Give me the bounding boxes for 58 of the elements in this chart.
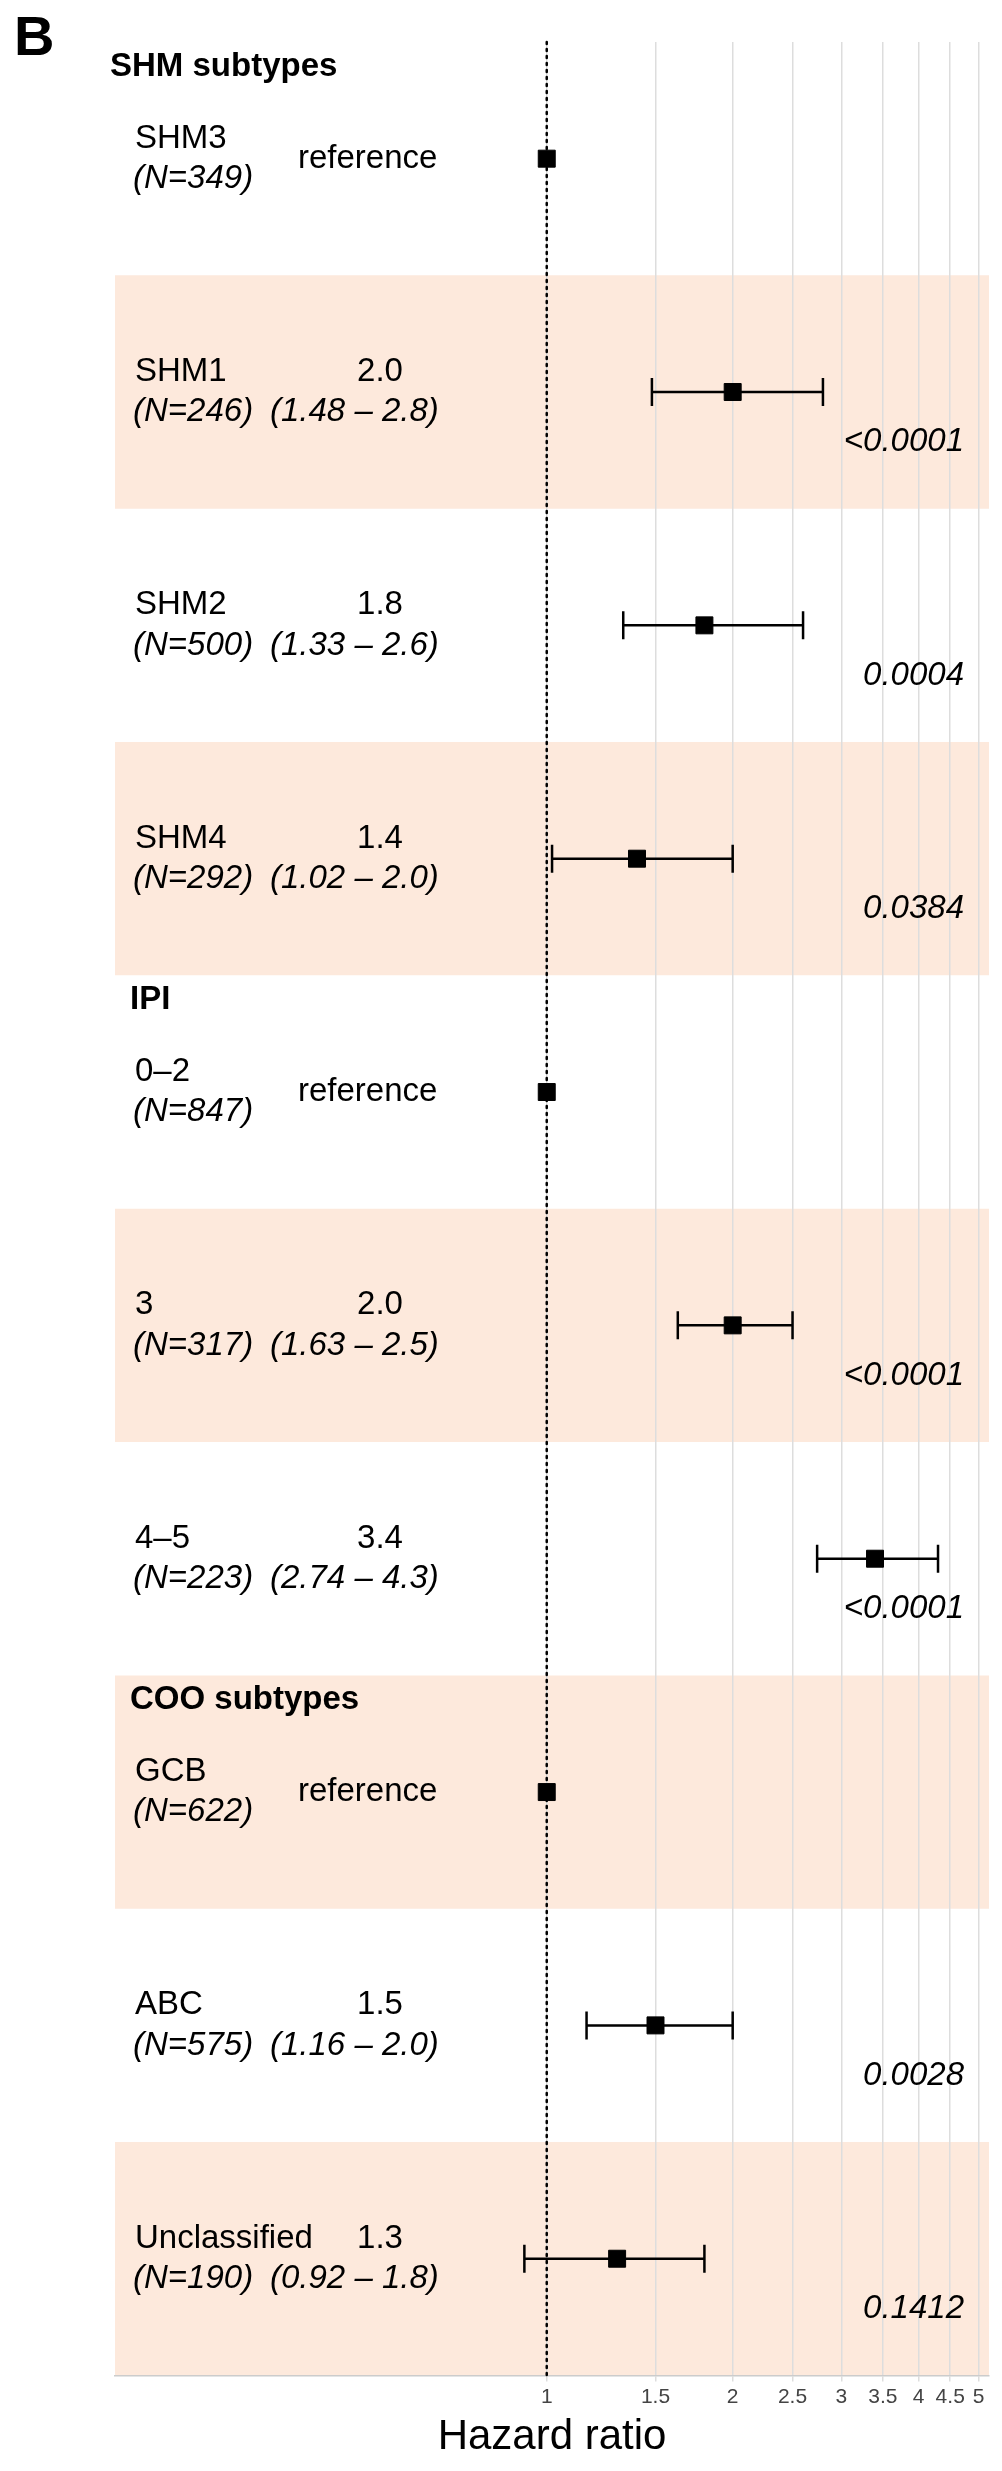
annotation: (N=575) (133, 2024, 254, 2062)
y-tick-label: 4–5 (135, 1517, 191, 1555)
annotation: reference (298, 1071, 438, 1109)
annotation: 1.5 (357, 1984, 403, 2022)
annotation: (N=292) (133, 857, 254, 895)
x-tick-label: 2 (726, 2383, 739, 2407)
annotation: SHM subtypes (110, 45, 338, 83)
x-tick-label: 3 (835, 2383, 848, 2407)
annotation: (0.92 – 1.8) (270, 2257, 439, 2295)
annotation: 0.0384 (863, 887, 964, 925)
annotation: 1.4 (357, 817, 403, 855)
y-tick-label: Unclassified (135, 2217, 313, 2255)
y-tick-label: SHM3 (135, 117, 227, 155)
y-tick-label: SHM4 (135, 817, 227, 855)
annotation: IPI (130, 979, 171, 1017)
annotation: (1.33 – 2.6) (270, 624, 439, 662)
annotation: <0.0001 (843, 1354, 964, 1392)
annotation: 3.4 (357, 1517, 403, 1555)
annotation: (1.02 – 2.0) (270, 857, 439, 895)
chart-title: B (14, 4, 55, 68)
annotation: 0.0028 (863, 2054, 965, 2092)
x-tick-label: 1.5 (640, 2383, 671, 2407)
y-tick-label: 0–2 (135, 1051, 191, 1089)
annotation: reference (298, 137, 438, 175)
annotation: (1.63 – 2.5) (270, 1324, 439, 1362)
x-tick-label: 1 (540, 2383, 553, 2407)
annotation: (N=190) (133, 2257, 254, 2295)
annotation: 2.0 (357, 351, 403, 389)
x-tick-label: 2.5 (777, 2383, 808, 2407)
annotation: 2.0 (357, 1284, 403, 1322)
annotation: COO subtypes (130, 1679, 360, 1717)
annotation: (1.48 – 2.8) (270, 391, 439, 429)
annotation: 0.1412 (863, 2287, 964, 2325)
annotation: (N=223) (133, 1557, 254, 1595)
x-tick-label: 4 (912, 2383, 925, 2407)
annotation: (N=246) (133, 391, 254, 429)
annotation: (N=500) (133, 624, 254, 662)
annotation: reference (298, 1771, 438, 1809)
annotation: <0.0001 (843, 1587, 964, 1625)
annotation: 1.8 (357, 584, 403, 622)
x-tick-label: 5 (972, 2383, 985, 2407)
y-tick-label: 3 (135, 1284, 154, 1322)
annotation: (N=622) (133, 1791, 254, 1829)
annotation: (1.16 – 2.0) (270, 2024, 439, 2062)
annotation: (N=317) (133, 1324, 254, 1362)
annotation: (N=847) (133, 1091, 254, 1129)
x-axis-title: Hazard ratio (437, 2411, 667, 2459)
x-tick-label: 4.5 (935, 2383, 965, 2407)
annotation: (N=349) (133, 157, 254, 195)
y-tick-label: SHM1 (135, 351, 227, 389)
annotation: 0.0004 (863, 654, 964, 692)
annotation: 1.3 (357, 2217, 403, 2255)
y-tick-label: ABC (135, 1984, 203, 2022)
x-tick-label: 3.5 (868, 2383, 898, 2407)
annotation: (2.74 – 4.3) (270, 1557, 439, 1595)
annotation: <0.0001 (843, 421, 964, 459)
y-tick-label: SHM2 (135, 584, 227, 622)
y-tick-label: GCB (135, 1751, 207, 1789)
